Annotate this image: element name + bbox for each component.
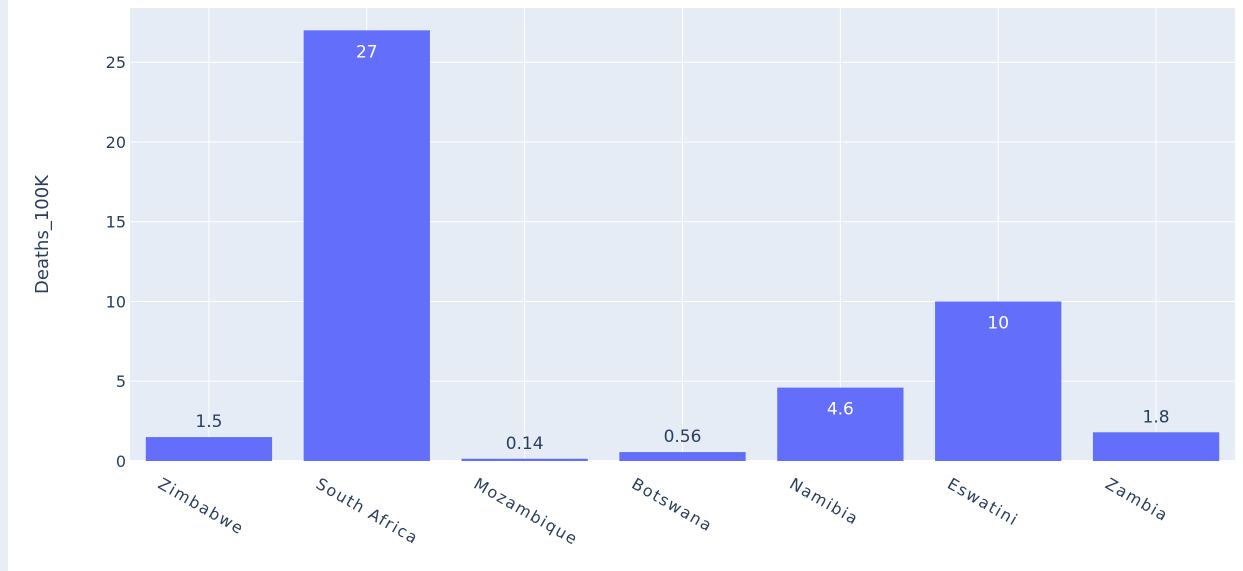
bar-chart: 0 5 10 15 20 25 Zimbabwe South Africa Mozambiqu…	[32, 8, 1235, 549]
y-tick-label: 20	[106, 133, 126, 152]
bar-value-label: 0.56	[664, 427, 702, 447]
bar-value-label: 0.14	[506, 434, 544, 454]
y-axis-title: Deaths_100K	[32, 174, 53, 294]
x-tick-label: Zimbabwe	[155, 474, 248, 538]
bar	[461, 458, 588, 461]
x-tick-label: Zambia	[1102, 474, 1172, 525]
bar	[619, 452, 746, 461]
bar	[145, 437, 273, 461]
y-tick-label: 25	[106, 53, 126, 72]
y-tick-label: 0	[116, 452, 126, 471]
x-tick-label: Botswana	[629, 474, 717, 536]
x-tick-label: Mozambique	[471, 474, 582, 549]
bar-value-label: 1.5	[195, 412, 222, 432]
chart-frame: 0 5 10 15 20 25 Zimbabwe South Africa Mozambiqu…	[8, 0, 1243, 571]
bar	[777, 387, 904, 461]
y-tick-label: 15	[106, 213, 126, 232]
bar-value-label: 10	[987, 313, 1009, 333]
bar	[935, 301, 1062, 461]
bar-value-label: 1.8	[1143, 407, 1170, 427]
x-tick-label: Namibia	[786, 474, 862, 529]
bar	[303, 30, 430, 461]
data-labels: 1.5 27 0.14 0.56 4.6 10 1.8	[195, 42, 1169, 453]
bar-value-label: 4.6	[827, 400, 854, 420]
x-tick-labels: Zimbabwe South Africa Mozambique Botswana Na…	[155, 474, 1172, 549]
y-tick-labels: 0 5 10 15 20 25	[106, 53, 126, 471]
x-tick-label: South Africa	[313, 474, 422, 548]
y-tick-label: 10	[106, 292, 126, 311]
x-tick-label: Eswatini	[944, 474, 1022, 530]
bars	[145, 30, 1220, 461]
y-tick-label: 5	[116, 372, 126, 391]
bar-value-label: 27	[356, 42, 378, 62]
bar	[1092, 432, 1220, 461]
